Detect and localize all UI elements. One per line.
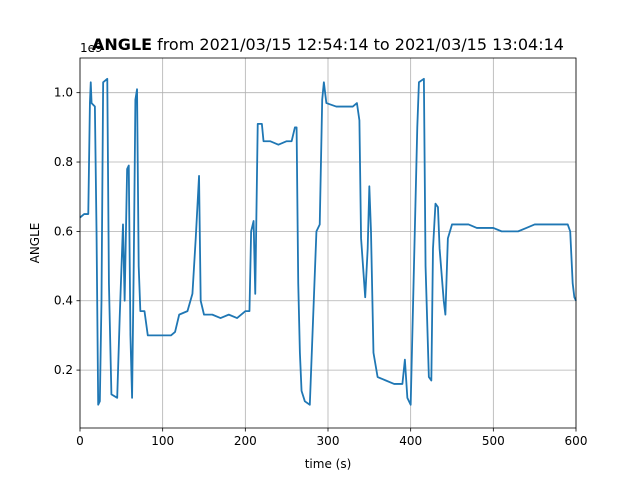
y-tick-label: 0.8 xyxy=(54,155,73,169)
y-tick-label: 0.4 xyxy=(54,294,73,308)
y-tick-label: 0.6 xyxy=(54,224,73,238)
offset-label: 1e9 xyxy=(80,41,103,55)
x-tick-label: 500 xyxy=(482,434,505,448)
x-tick-label: 200 xyxy=(234,434,257,448)
x-tick-label: 0 xyxy=(76,434,84,448)
x-tick-label: 600 xyxy=(565,434,588,448)
x-tick-label: 100 xyxy=(151,434,174,448)
title-rest: from 2021/03/15 12:54:14 to 2021/03/15 1… xyxy=(157,35,564,54)
chart-title: ANGLE from 2021/03/15 12:54:14 to 2021/03… xyxy=(92,35,564,54)
y-axis-label: ANGLE xyxy=(28,223,42,264)
x-tick-label: 400 xyxy=(399,434,422,448)
data-line xyxy=(79,77,577,406)
y-tick-label: 1.0 xyxy=(54,86,73,100)
title-bold: ANGLE xyxy=(92,35,152,54)
plot-frame xyxy=(79,57,577,429)
x-tick-label: 300 xyxy=(317,434,340,448)
x-axis-label: time (s) xyxy=(305,457,352,471)
y-tick-label: 0.2 xyxy=(54,363,73,377)
